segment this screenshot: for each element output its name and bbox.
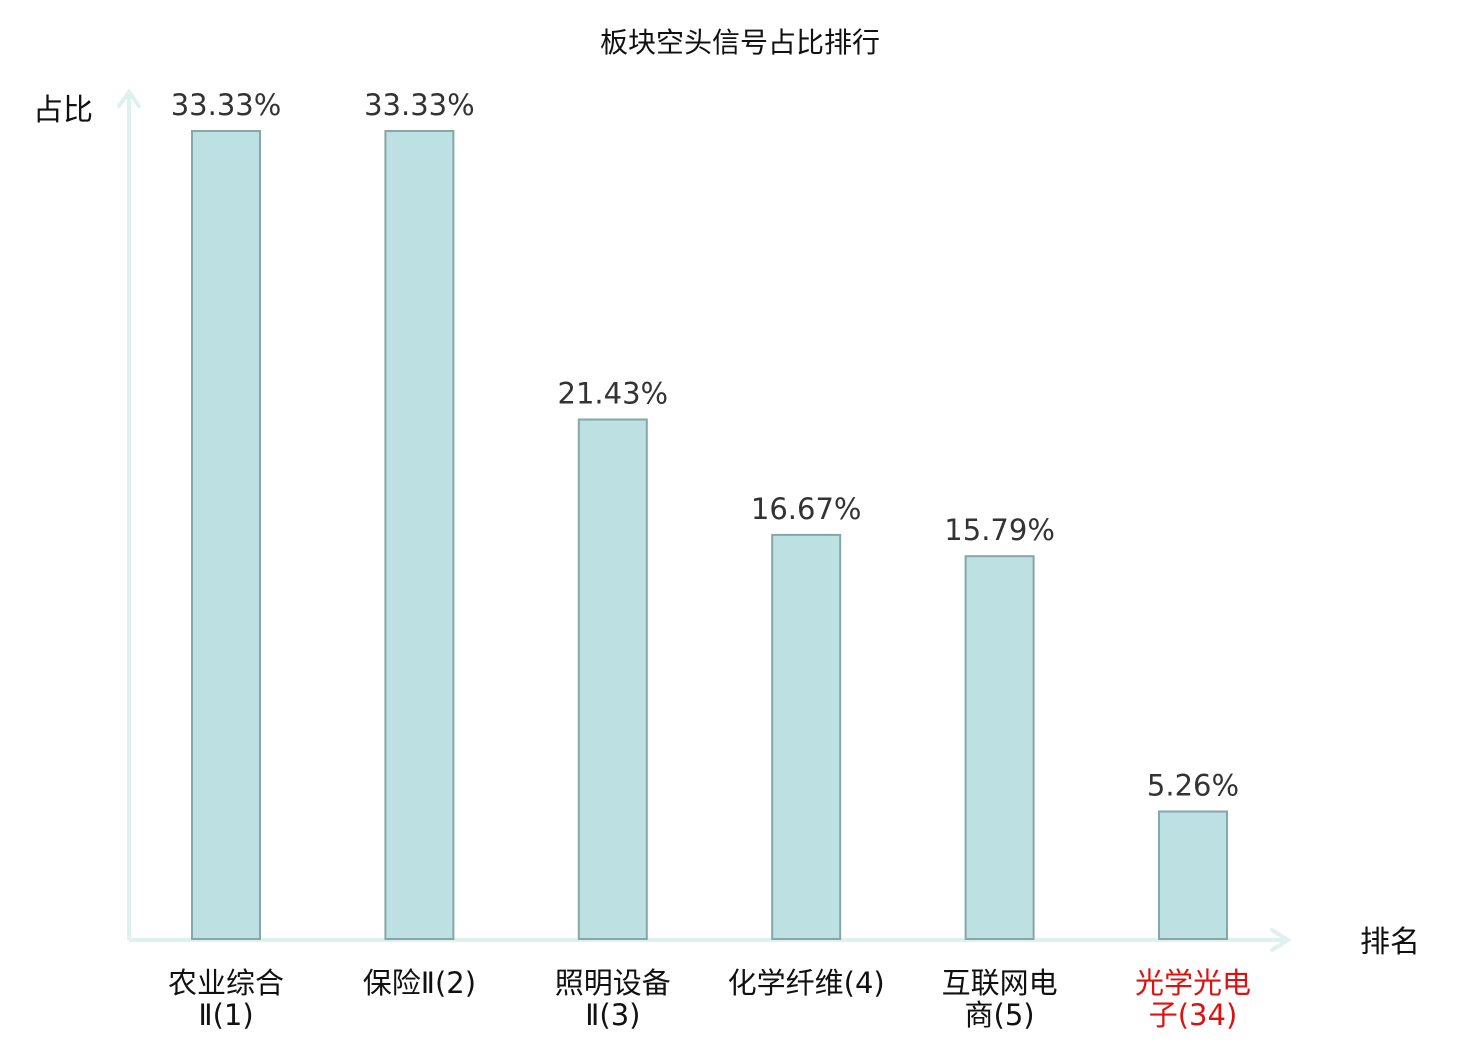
bar [191, 130, 261, 940]
category-tick-label: Ⅱ(3) [585, 998, 640, 1032]
bar-value-label: 5.26% [1147, 769, 1239, 803]
bar [964, 555, 1035, 940]
category-tick-label: 保险Ⅱ(2) [363, 966, 476, 1000]
y-axis-arrow [117, 88, 141, 108]
category-tick-label: 互联网电 [942, 966, 1058, 1000]
category-tick-label: Ⅱ(1) [198, 998, 253, 1032]
x-axis-label: 排名 [1360, 925, 1420, 960]
category-tick-label: 商(5) [965, 998, 1035, 1032]
bar-value-label: 33.33% [171, 88, 282, 122]
x-axis-arrow [1270, 928, 1292, 952]
category-tick-label: 化学纤维(4) [728, 966, 885, 1000]
bar [384, 130, 455, 940]
bar [577, 418, 648, 940]
category-tick-label: 照明设备 [555, 966, 671, 1000]
category-tick-label: 光学光电 [1135, 966, 1251, 1000]
category-tick-label: 农业综合 [168, 966, 284, 1000]
category-tick-label: 子(34) [1149, 998, 1238, 1032]
bar-value-label: 33.33% [364, 88, 475, 122]
chart-title: 板块空头信号占比排行 [600, 26, 880, 59]
bar-value-label: 21.43% [558, 377, 669, 411]
bar [1158, 810, 1228, 940]
bar-value-label: 15.79% [944, 513, 1055, 547]
y-axis-label: 占比 [33, 93, 93, 128]
bar [771, 533, 842, 941]
bar-value-label: 16.67% [751, 492, 862, 526]
